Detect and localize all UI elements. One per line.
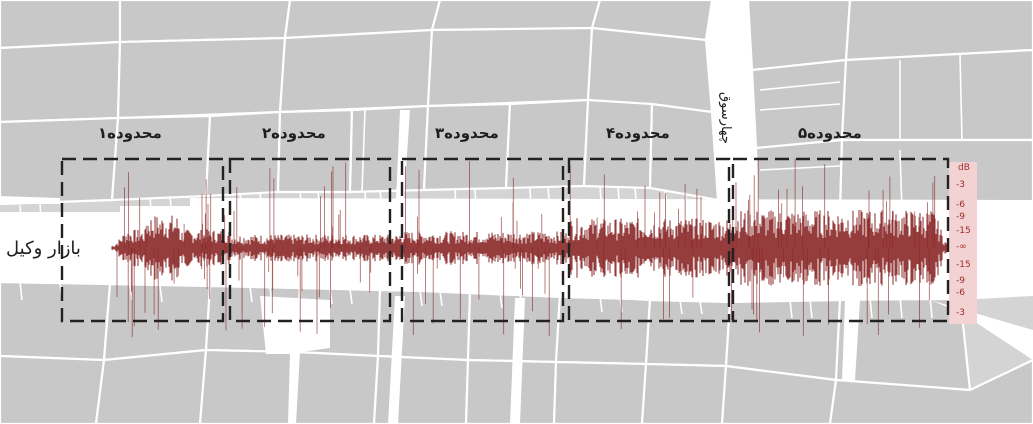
- zone-frame-3: [400, 157, 565, 323]
- db-tick-label: -3: [956, 308, 965, 318]
- db-unit-label: dB: [958, 163, 970, 173]
- audio-waveform: [111, 158, 949, 337]
- zone-frame-2: [228, 157, 392, 323]
- zone-frame-4: [567, 157, 731, 323]
- zone-frame-5: [731, 157, 950, 323]
- db-tick-label: -9: [956, 212, 965, 222]
- zone-label-5: محدوده۵: [798, 124, 862, 142]
- db-tick-label: -15: [956, 260, 971, 270]
- zone-frames: [60, 157, 950, 323]
- zone-label-3: محدوده۳: [435, 124, 499, 142]
- waveform-spikes: [116, 158, 936, 337]
- db-tick-label: -6: [956, 288, 965, 298]
- db-tick-label: -9: [956, 276, 965, 286]
- zone-label-1: محدوده۱: [98, 124, 162, 142]
- zone-label-2: محدوده۲: [262, 124, 326, 142]
- db-tick-label: -6: [956, 200, 965, 210]
- db-scale-panel: [949, 162, 977, 324]
- side-street-label: چهارسوق: [718, 92, 733, 144]
- street-label: بازار وکیل: [6, 238, 81, 259]
- zone-frame-1: [60, 157, 225, 323]
- db-tick-label: -∞: [956, 242, 967, 252]
- db-tick-label: -15: [956, 226, 971, 236]
- zone-label-4: محدوده۴: [606, 124, 670, 142]
- upper-parcels: [0, 0, 1033, 230]
- db-tick-label: -3: [956, 180, 965, 190]
